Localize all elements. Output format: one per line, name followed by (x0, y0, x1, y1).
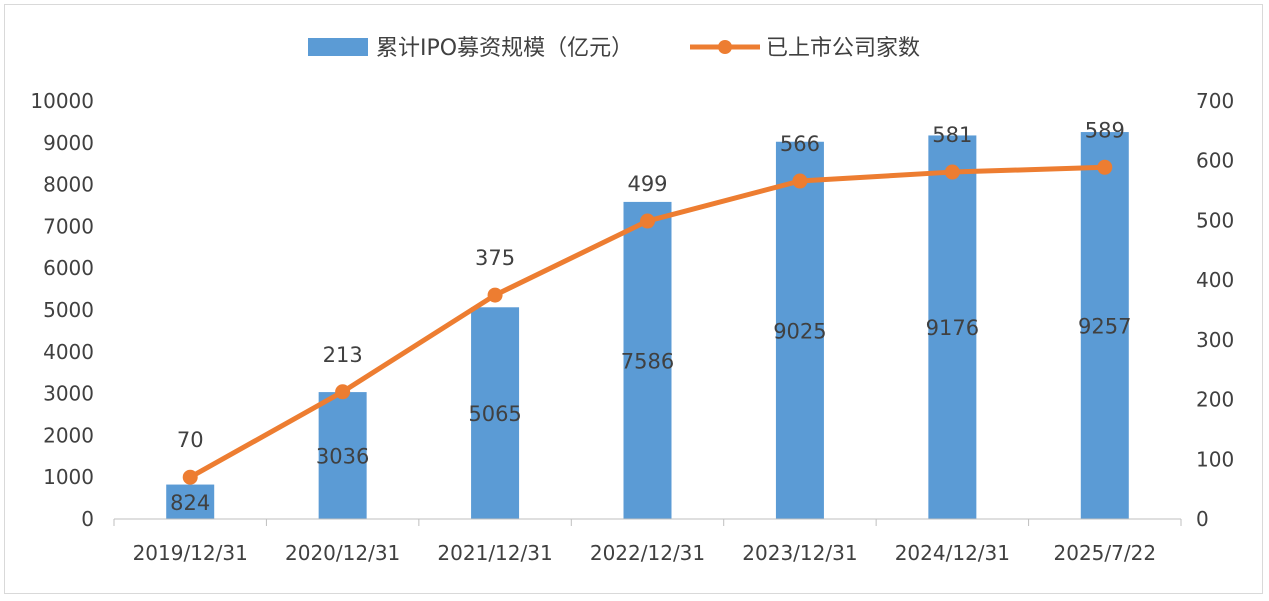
x-tick-label: 2020/12/31 (285, 541, 400, 565)
y-right-tick-label: 500 (1196, 208, 1234, 232)
y-right-tick-label: 600 (1196, 149, 1234, 173)
y-left-tick-label: 5000 (43, 298, 94, 322)
y-right-tick-label: 300 (1196, 328, 1234, 352)
line-value-label: 589 (1085, 118, 1125, 142)
line-value-label: 70 (177, 428, 204, 452)
bar (166, 484, 215, 519)
line-value-label: 499 (627, 172, 667, 196)
bar (928, 135, 977, 519)
legend-line-marker (718, 40, 732, 54)
legend-line-label: 已上市公司家数 (766, 36, 920, 61)
y-left-tick-label: 9000 (43, 131, 94, 155)
x-tick-label: 2023/12/31 (742, 541, 857, 565)
y-left-tick-label: 2000 (43, 423, 94, 447)
bar-value-label: 9257 (1078, 315, 1131, 339)
x-tick-label: 2019/12/31 (133, 541, 248, 565)
y-left-tick-label: 3000 (43, 382, 94, 406)
line-point (944, 164, 960, 180)
y-left-tick-label: 4000 (43, 340, 94, 364)
line-point (792, 173, 808, 189)
y-left-axis: 0 1000 2000 3000 4000 5000 6000 7000 8000 9000 100… (30, 89, 94, 531)
bar-series (166, 132, 1129, 519)
bar (623, 201, 672, 519)
y-left-tick-label: 0 (81, 507, 94, 531)
legend-bar-swatch (308, 38, 368, 56)
bar (471, 307, 520, 519)
y-left-tick-label: 8000 (43, 173, 94, 197)
y-right-tick-label: 700 (1196, 89, 1234, 113)
x-tick-label: 2021/12/31 (437, 541, 552, 565)
line-point (182, 469, 198, 485)
y-left-tick-label: 1000 (43, 465, 94, 489)
line-point (1097, 159, 1113, 175)
line-value-label: 213 (323, 343, 363, 367)
legend-bar-label: 累计IPO募资规模（亿元） (376, 36, 633, 61)
line-series (182, 159, 1113, 485)
y-right-tick-label: 0 (1196, 507, 1209, 531)
x-axis: 2019/12/31 2020/12/31 2021/12/31 2022/12/31… (113, 518, 1182, 565)
bar-value-label: 7586 (621, 349, 674, 373)
bar-value-label: 9025 (773, 319, 826, 343)
bar-value-label: 824 (170, 491, 210, 515)
y-right-tick-label: 200 (1196, 388, 1234, 412)
y-right-tick-label: 400 (1196, 268, 1234, 292)
y-left-tick-label: 10000 (30, 89, 94, 113)
x-tick-label: 2022/12/31 (590, 541, 705, 565)
line-value-label: 375 (475, 246, 515, 270)
line-value-label: 566 (780, 132, 820, 156)
y-left-tick-label: 6000 (43, 256, 94, 280)
line-point (335, 384, 351, 400)
bar (1080, 132, 1129, 519)
bar (775, 141, 824, 519)
x-tick-label: 2025/7/22 (1054, 541, 1157, 565)
y-left-tick-label: 7000 (43, 214, 94, 238)
line-point (487, 287, 503, 303)
line-point (640, 213, 655, 229)
bar-value-label: 3036 (316, 445, 369, 469)
bar-value-label: 5065 (468, 402, 521, 426)
line-value-label: 581 (932, 123, 972, 147)
legend: 累计IPO募资规模（亿元） 已上市公司家数 (308, 36, 920, 61)
data-labels: 824 3036 5065 7586 9025 9176 9257 70 213 375 499 56… (170, 118, 1131, 514)
bar-value-label: 9176 (926, 316, 979, 340)
bar (318, 392, 367, 519)
x-tick-label: 2024/12/31 (895, 541, 1010, 565)
y-right-tick-label: 100 (1196, 447, 1234, 471)
y-right-axis: 0 100 200 300 400 500 600 700 (1196, 89, 1234, 531)
